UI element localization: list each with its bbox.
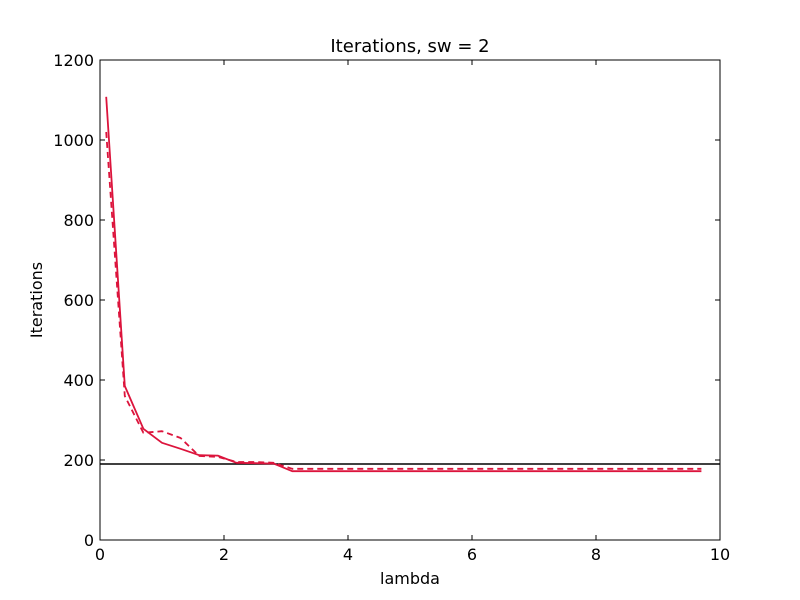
x-tick-label: 8 xyxy=(591,545,601,564)
x-tick-label: 0 xyxy=(95,545,105,564)
y-tick-label: 1000 xyxy=(53,131,94,150)
series-line-dashed xyxy=(105,131,702,470)
y-tick-label: 600 xyxy=(63,291,94,310)
y-tick-label: 400 xyxy=(63,371,94,390)
x-tick-label: 10 xyxy=(710,545,730,564)
series-line-solid xyxy=(105,96,702,473)
y-tick-label: 200 xyxy=(63,451,94,470)
y-tick-label: 1200 xyxy=(53,51,94,70)
x-tick-label: 4 xyxy=(343,545,353,564)
x-tick-label: 6 xyxy=(467,545,477,564)
x-tick-label: 2 xyxy=(219,545,229,564)
y-tick-label: 0 xyxy=(84,531,94,550)
y-axis-label: Iterations xyxy=(27,262,46,338)
x-axis-label: lambda xyxy=(380,569,440,588)
chart-title: Iterations, sw = 2 xyxy=(330,36,489,57)
y-tick-label: 800 xyxy=(63,211,94,230)
